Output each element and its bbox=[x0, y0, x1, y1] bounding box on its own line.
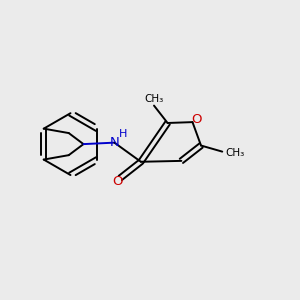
Text: O: O bbox=[191, 113, 201, 126]
Text: CH₃: CH₃ bbox=[225, 148, 244, 158]
Text: H: H bbox=[119, 129, 128, 140]
Text: O: O bbox=[113, 175, 123, 188]
Text: CH₃: CH₃ bbox=[144, 94, 164, 104]
Text: N: N bbox=[110, 136, 119, 149]
